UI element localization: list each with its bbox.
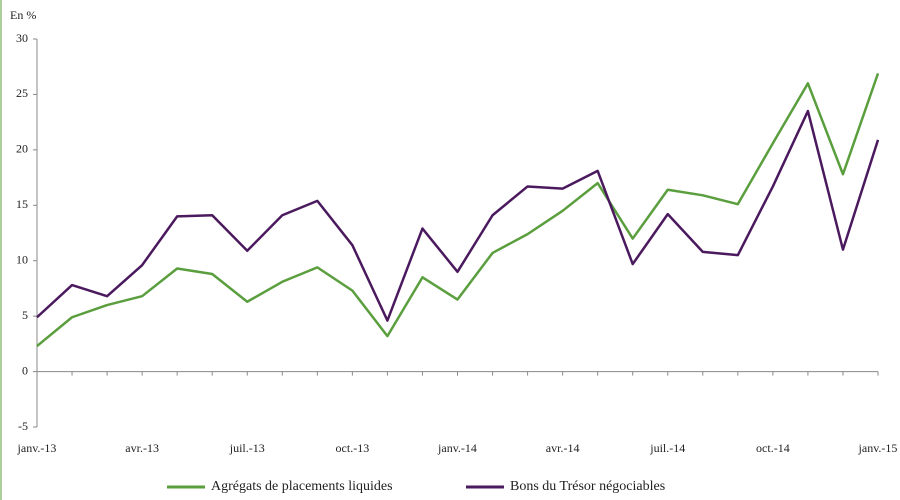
x-tick-label: juil.-14 — [649, 441, 685, 455]
x-tick-label: avr.-14 — [546, 441, 580, 455]
y-tick-label: 25 — [16, 86, 28, 100]
line-series — [36, 109, 880, 322]
line-series — [36, 72, 880, 348]
y-tick-label: 0 — [22, 363, 28, 377]
y-tick-label: 5 — [22, 308, 28, 322]
x-tick-label: oct.-13 — [336, 441, 370, 455]
x-tick-label: avr.-13 — [125, 441, 159, 455]
y-tick-label: 20 — [16, 142, 28, 156]
x-tick-label: janv.-14 — [437, 441, 477, 455]
legend-label: Agrégats de placements liquides — [211, 479, 393, 494]
x-tick-label: oct.-14 — [756, 441, 790, 455]
legend-label: Bons du Trésor négociables — [510, 479, 665, 494]
x-tick-label: juil.-13 — [229, 441, 265, 455]
x-tick-label: janv.-13 — [17, 441, 57, 455]
y-tick-label: 15 — [16, 197, 28, 211]
y-axis-label: En % — [10, 8, 36, 22]
y-tick-label: 10 — [16, 252, 28, 266]
y-tick-label: -5 — [18, 419, 28, 433]
x-tick-label: janv.-15 — [858, 441, 898, 455]
y-tick-label: 30 — [16, 31, 28, 45]
